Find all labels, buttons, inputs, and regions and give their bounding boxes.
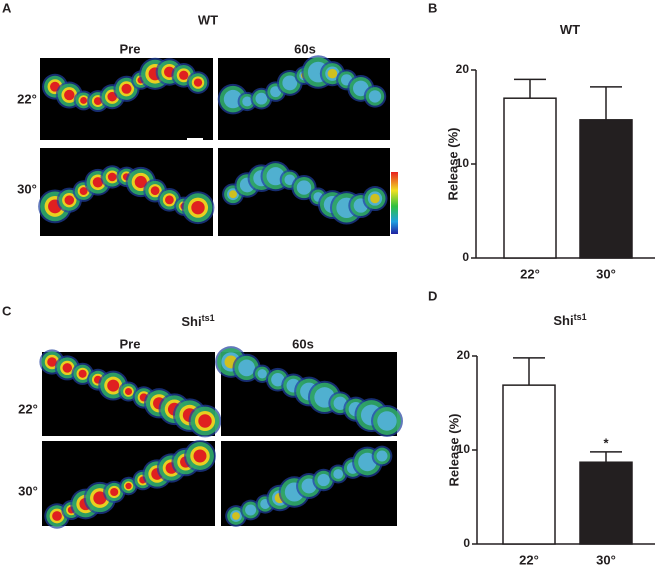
fluorescence-core — [150, 186, 160, 196]
y-tick-label: 20 — [456, 62, 470, 76]
fluorescence-core — [93, 491, 107, 505]
fluorescence-core — [92, 177, 104, 188]
y-tick-label: 10 — [456, 156, 470, 170]
fluorescence-core — [107, 91, 117, 102]
bar — [579, 119, 633, 259]
title-text: WT — [560, 22, 580, 37]
panel-letter: D — [428, 288, 437, 303]
row-label: 30° — [17, 181, 37, 196]
fluorescence — [242, 96, 253, 107]
significance-marker: * — [603, 435, 609, 450]
y-axis-label: Release (%) — [446, 414, 461, 487]
column-label: 60s — [292, 336, 314, 351]
fluorescence — [333, 396, 347, 410]
fluorescence — [238, 359, 255, 377]
y-axis-label: Release (%) — [445, 128, 460, 201]
title-superscript: ts1 — [574, 312, 587, 322]
x-tick-label: 30° — [596, 552, 616, 567]
fluorescence — [270, 86, 282, 98]
fluorescence-core — [78, 369, 87, 378]
fluorescence-core — [327, 68, 338, 79]
column-label: Pre — [120, 41, 141, 56]
fluorescence-core — [124, 387, 133, 396]
fluorescence-core — [52, 511, 62, 521]
chart-title: WT — [560, 22, 580, 37]
fluorescence-core — [198, 414, 212, 428]
y-tick-label: 20 — [457, 348, 471, 362]
fluorescence-core — [79, 187, 88, 196]
row-label: 22° — [17, 91, 37, 106]
panel-title: WT — [198, 12, 218, 27]
panel-title: Shits1 — [181, 313, 214, 329]
fluorescence — [255, 92, 268, 105]
panel-letter: A — [2, 0, 12, 15]
bar — [503, 97, 557, 259]
row-label: 30° — [18, 483, 38, 498]
fluorescence-core — [107, 379, 120, 392]
color-scale — [391, 172, 398, 234]
bar — [502, 384, 556, 545]
y-tick-label: 0 — [463, 536, 470, 550]
column-label: 60s — [294, 41, 316, 56]
fluorescence-core — [229, 190, 237, 199]
fluorescence — [282, 75, 298, 91]
fluorescence-core — [125, 482, 132, 490]
x-tick-label: 22° — [520, 266, 540, 281]
fluorescence-core — [193, 449, 207, 463]
fluorescence — [245, 504, 257, 516]
fluorescence — [376, 450, 388, 462]
fluorescence-core — [110, 487, 119, 497]
title-superscript: ts1 — [202, 313, 215, 323]
fluorescence — [368, 90, 382, 103]
fluorescence-core — [370, 193, 380, 204]
micrographs — [38, 55, 403, 529]
chart-title: Shits1 — [553, 312, 586, 328]
fluorescence-core — [62, 363, 73, 373]
fluorescence-core — [80, 96, 88, 104]
panel-letter: C — [2, 303, 12, 318]
fluorescence — [296, 180, 312, 195]
fluorescence — [223, 89, 243, 109]
fluorescence-core — [164, 195, 174, 205]
fluorescence — [284, 174, 296, 186]
fluorescence-core — [232, 512, 240, 520]
y-tick-label: 0 — [462, 250, 469, 264]
fluorescence — [271, 373, 285, 387]
scale-bar — [187, 138, 203, 141]
fluorescence-core — [64, 89, 75, 101]
y-tick-label: 10 — [457, 442, 471, 456]
panel-letter: B — [428, 0, 437, 15]
x-tick-label: 30° — [596, 266, 616, 281]
charts: B WT Release (%) 0 10 20 22° 30° D Shits1 Release … — [428, 0, 655, 567]
column-label: Pre — [120, 336, 141, 351]
bar — [579, 461, 633, 545]
fluorescence-core — [64, 195, 75, 205]
title-text: Shi — [553, 313, 573, 328]
fluorescence-core — [121, 83, 132, 94]
x-tick-label: 22° — [519, 552, 539, 567]
fluorescence — [333, 469, 344, 479]
fluorescence-core — [47, 357, 57, 367]
fluorescence-core — [191, 200, 205, 215]
fluorescence-core — [134, 175, 147, 189]
fluorescence-core — [107, 172, 117, 182]
fluorescence — [317, 473, 330, 487]
title-text: Shi — [181, 314, 201, 329]
row-label: 22° — [18, 401, 38, 416]
fluorescence-core — [179, 70, 189, 80]
fluorescence — [377, 411, 397, 431]
fluorescence-core — [93, 97, 102, 106]
fluorescence-core — [193, 78, 203, 87]
fluorescence — [257, 369, 267, 379]
